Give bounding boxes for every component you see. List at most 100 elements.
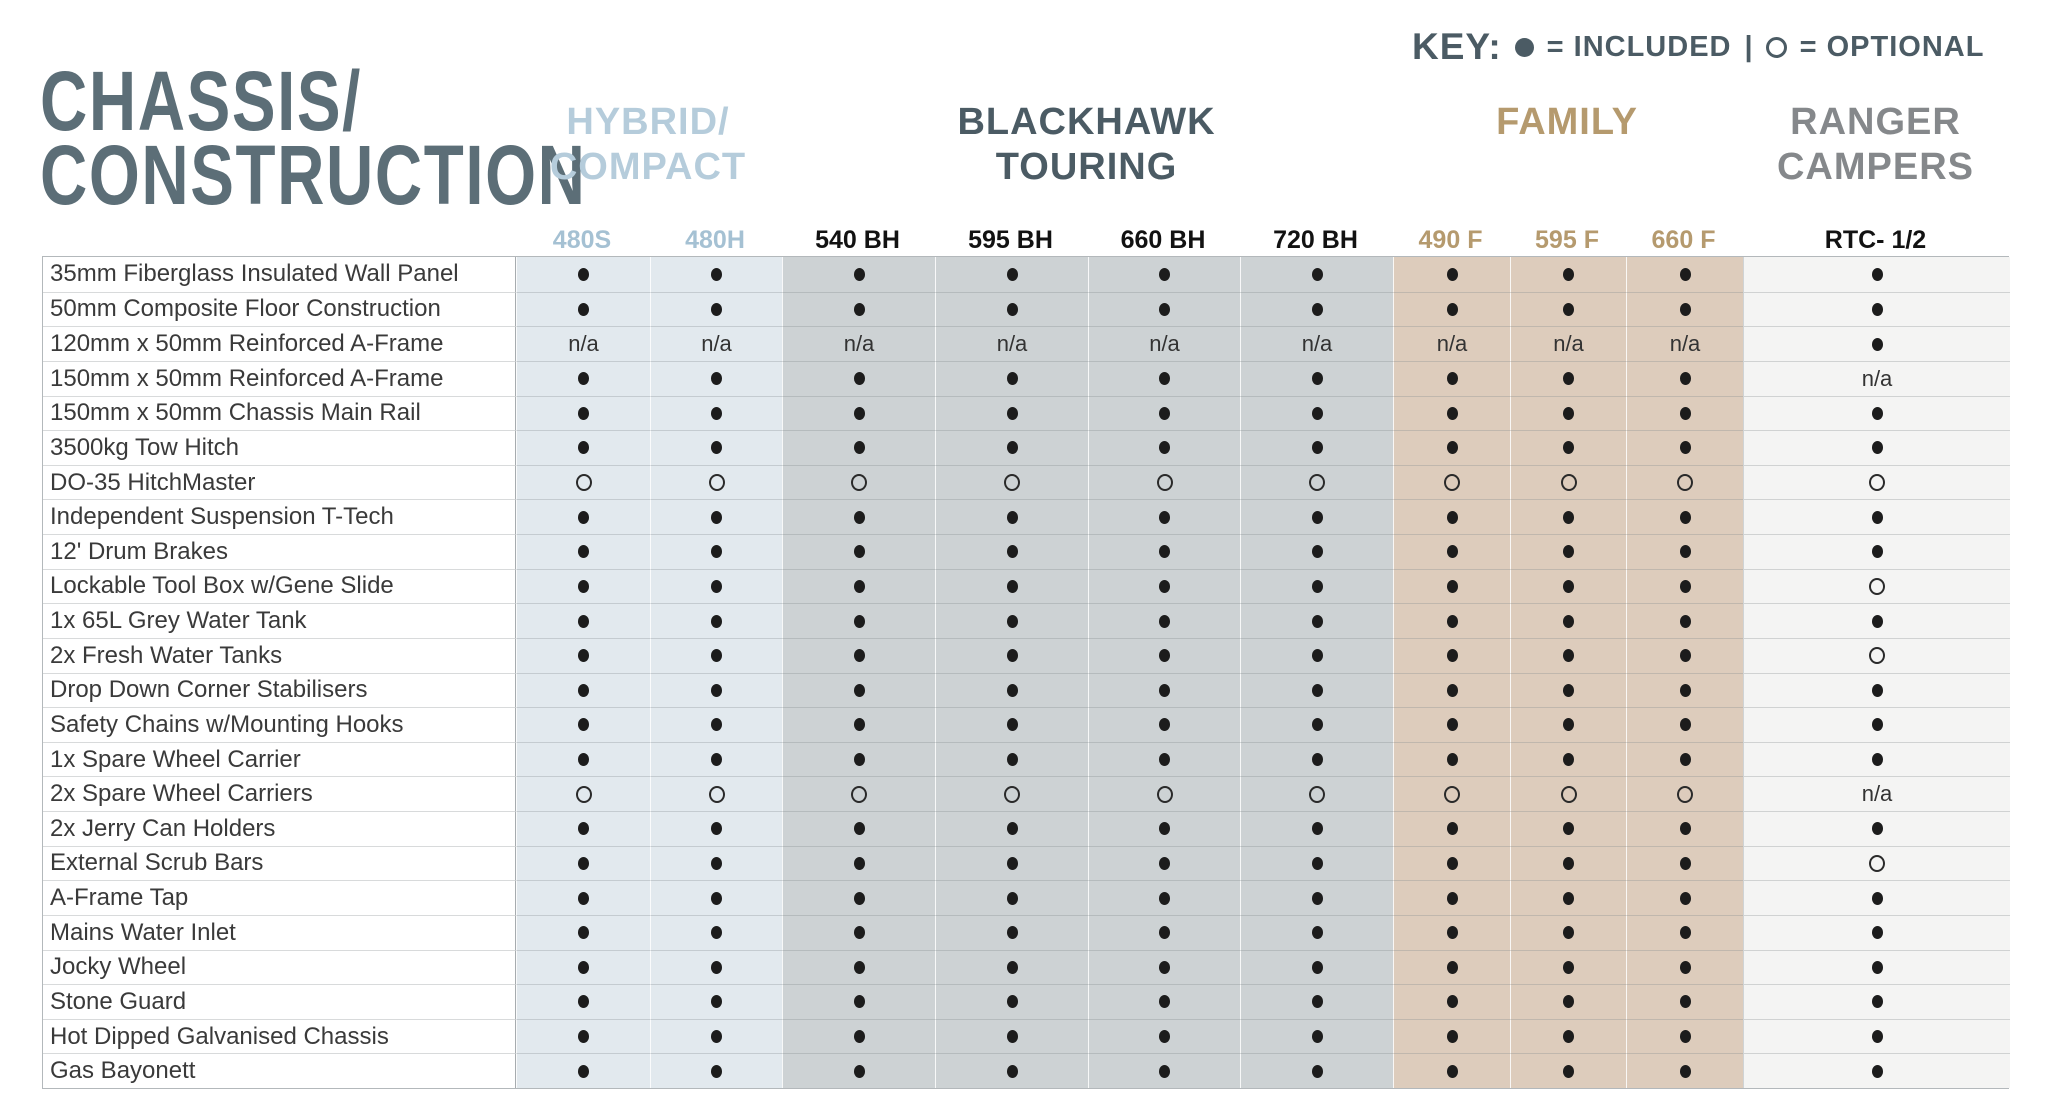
value-cell — [1393, 430, 1510, 465]
included-dot — [711, 545, 722, 559]
value-cell — [782, 464, 935, 500]
value-cell — [1626, 637, 1743, 673]
included-dot — [1563, 683, 1574, 697]
value-cell — [1743, 499, 2010, 534]
optional-circle-icon — [1869, 647, 1885, 665]
included-dot — [1159, 545, 1170, 559]
included-dot — [1679, 267, 1691, 281]
optional-circle-icon — [1444, 785, 1460, 803]
value-cell — [1510, 360, 1626, 396]
value-cell — [650, 741, 782, 777]
optional-circle-icon — [1560, 785, 1577, 803]
included-dot — [578, 926, 589, 940]
included-dot — [711, 406, 722, 420]
value-cell — [1088, 672, 1240, 708]
included-dot — [711, 753, 722, 767]
value-cell — [1510, 741, 1626, 777]
included-dot — [1006, 753, 1018, 767]
included-dot — [1679, 441, 1691, 455]
value-cell — [1240, 395, 1393, 431]
group-header-line: CAMPERS — [1776, 146, 1975, 188]
optional-circle-icon — [708, 785, 725, 803]
included-dot — [1311, 579, 1323, 593]
included-dot — [1311, 856, 1323, 870]
value-cell — [935, 707, 1088, 742]
value-cell — [782, 395, 935, 431]
value-cell — [782, 360, 935, 396]
included-dot — [1159, 891, 1170, 905]
value-cell — [1510, 1053, 1626, 1088]
value-cell — [516, 430, 650, 465]
included-dot — [578, 718, 589, 732]
value-cell — [1510, 257, 1626, 292]
optional-circle-icon — [1309, 785, 1325, 803]
value-cell — [1743, 914, 2010, 950]
included-dot — [1563, 406, 1574, 420]
value-cell — [935, 1018, 1088, 1054]
value-cell — [782, 741, 935, 777]
group-header-family: FAMILY — [1392, 100, 1742, 190]
included-dot — [1311, 1030, 1323, 1044]
included-dot — [1871, 441, 1883, 455]
value-cell — [1088, 568, 1240, 604]
value-cell — [1393, 672, 1510, 708]
included-dot — [1563, 822, 1574, 836]
included-dot — [1159, 718, 1170, 732]
value-cell — [650, 534, 782, 569]
included-dot — [1006, 1064, 1018, 1078]
included-dot — [1159, 683, 1170, 697]
na-label: n/a — [1553, 331, 1584, 357]
key-divider: | — [1744, 30, 1753, 63]
included-dot — [578, 302, 589, 316]
value-cell — [1088, 1018, 1240, 1054]
included-dot — [1159, 441, 1170, 455]
na-label: n/a — [1861, 365, 1893, 391]
value-cell — [1088, 499, 1240, 534]
value-cell — [1626, 464, 1743, 500]
value-cell — [516, 914, 650, 950]
value-cell — [1743, 326, 2010, 361]
na-label: n/a — [843, 331, 875, 357]
included-dot — [578, 1030, 589, 1044]
value-cell — [1510, 1018, 1626, 1054]
included-dot — [1159, 926, 1170, 940]
included-dot — [1159, 995, 1170, 1009]
optional-circle-icon — [1309, 474, 1325, 492]
included-dot — [853, 545, 865, 559]
na-label: n/a — [701, 331, 732, 357]
included-dot — [578, 545, 589, 559]
value-cell — [1743, 395, 2010, 431]
model-label-490-f: 490 F — [1418, 226, 1483, 254]
included-dot — [1006, 614, 1018, 628]
value-cell — [650, 984, 782, 1019]
included-dot — [711, 372, 722, 386]
included-dot — [1006, 441, 1018, 455]
optional-circle-icon — [1156, 474, 1173, 492]
included-dot — [1446, 406, 1458, 420]
included-dot — [1563, 926, 1574, 940]
value-cell — [1626, 291, 1743, 327]
value-cell — [935, 776, 1088, 811]
na-label: n/a — [1861, 781, 1893, 807]
included-dot — [1446, 302, 1458, 316]
value-cell — [782, 672, 935, 708]
model-label-540-bh: 540 BH — [815, 226, 900, 254]
included-dot — [578, 406, 589, 420]
included-dot — [1446, 753, 1458, 767]
group-header-line: HYBRID/ — [566, 101, 730, 143]
value-cell — [1626, 568, 1743, 604]
included-dot — [1006, 372, 1018, 386]
value-cell — [1393, 845, 1510, 881]
model-label-660-f: 660 F — [1651, 226, 1716, 254]
value-cell — [1743, 707, 2010, 742]
value-cell — [650, 637, 782, 673]
included-dot — [1563, 545, 1574, 559]
column-group-header-row: HYBRID/ COMPACT BLACKHAWK TOURING FAMILY… — [42, 100, 2009, 190]
feature-label: 1x Spare Wheel Carrier — [43, 741, 516, 777]
value-cell — [1626, 603, 1743, 638]
included-dot — [1159, 960, 1170, 974]
included-dot — [1679, 926, 1691, 940]
value-cell — [935, 949, 1088, 985]
included-dot — [1311, 406, 1323, 420]
value-cell — [1393, 914, 1510, 950]
